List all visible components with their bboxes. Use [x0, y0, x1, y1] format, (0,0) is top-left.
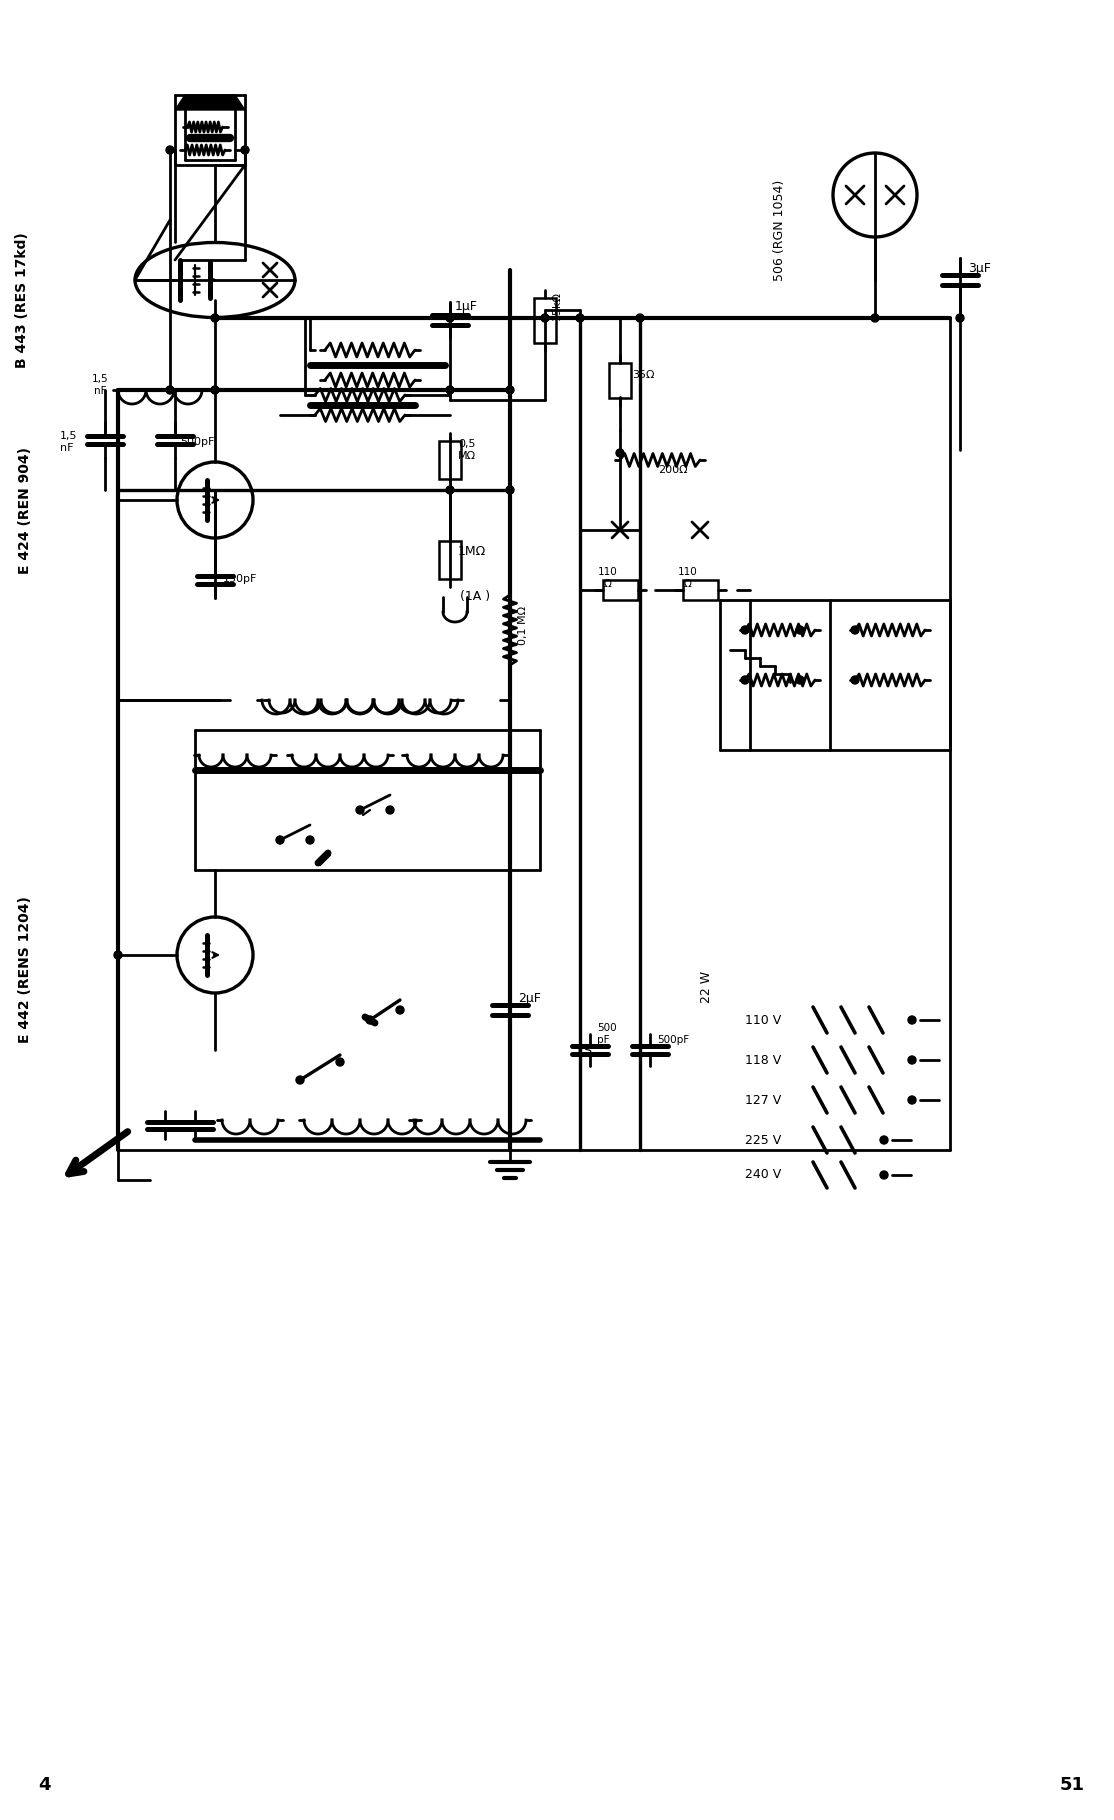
Text: 110
Ω: 110 Ω — [678, 568, 697, 590]
Circle shape — [741, 626, 749, 633]
Text: 1,5
nF: 1,5 nF — [60, 431, 78, 453]
Circle shape — [880, 1170, 888, 1179]
Circle shape — [336, 1057, 344, 1067]
Circle shape — [871, 315, 879, 322]
Circle shape — [851, 626, 859, 633]
Text: 35Ω: 35Ω — [632, 369, 655, 380]
Text: 3μF: 3μF — [968, 262, 990, 275]
Text: E 424 (REN 904): E 424 (REN 904) — [18, 446, 32, 573]
Circle shape — [851, 675, 859, 684]
Text: 150pF: 150pF — [223, 573, 257, 584]
Text: 225 V: 225 V — [745, 1134, 781, 1147]
Circle shape — [296, 1076, 304, 1085]
Text: 1μF: 1μF — [455, 300, 478, 313]
Circle shape — [956, 315, 964, 322]
Circle shape — [616, 450, 624, 457]
Circle shape — [446, 386, 455, 393]
Circle shape — [506, 486, 514, 493]
Text: 4: 4 — [38, 1776, 50, 1795]
Circle shape — [166, 386, 174, 393]
Circle shape — [908, 1056, 916, 1065]
Text: 15kΩ: 15kΩ — [553, 291, 561, 320]
Circle shape — [741, 675, 749, 684]
Circle shape — [880, 1136, 888, 1145]
Text: 2μF: 2μF — [518, 992, 541, 1005]
Text: B 443 (RES 17kd): B 443 (RES 17kd) — [14, 233, 29, 368]
Circle shape — [356, 806, 364, 814]
Circle shape — [797, 626, 804, 633]
Circle shape — [797, 675, 804, 684]
Text: 500pF: 500pF — [657, 1036, 690, 1045]
Bar — [439, 440, 461, 479]
Circle shape — [908, 1016, 916, 1025]
Circle shape — [636, 315, 644, 322]
Text: 0,1 MΩ: 0,1 MΩ — [518, 606, 528, 644]
Circle shape — [908, 1096, 916, 1105]
Bar — [534, 297, 556, 342]
Circle shape — [385, 806, 394, 814]
Text: 500pF: 500pF — [180, 437, 214, 448]
Text: 51: 51 — [1061, 1776, 1085, 1795]
Text: 1,5
nF: 1,5 nF — [91, 375, 108, 395]
Text: 118 V: 118 V — [745, 1054, 781, 1067]
Text: 506 (RGN 1054): 506 (RGN 1054) — [773, 180, 786, 280]
Circle shape — [114, 952, 123, 959]
Bar — [609, 362, 631, 397]
Text: 22 W: 22 W — [700, 970, 713, 1003]
Text: TS: TS — [575, 1045, 593, 1057]
Circle shape — [211, 315, 219, 322]
Circle shape — [576, 315, 584, 322]
Circle shape — [395, 1006, 404, 1014]
Text: 110 V: 110 V — [745, 1014, 781, 1026]
Text: (1A ): (1A ) — [460, 590, 490, 602]
Circle shape — [367, 1016, 374, 1025]
Circle shape — [306, 835, 314, 844]
Bar — [439, 541, 461, 579]
Text: 0,5
MΩ: 0,5 MΩ — [458, 439, 476, 460]
Text: 1MΩ: 1MΩ — [458, 544, 486, 559]
Text: 127 V: 127 V — [745, 1094, 781, 1107]
Circle shape — [541, 315, 549, 322]
Circle shape — [276, 835, 284, 844]
Circle shape — [166, 146, 174, 155]
Text: 200Ω: 200Ω — [658, 464, 687, 475]
Circle shape — [241, 146, 250, 155]
Circle shape — [506, 386, 514, 393]
Text: 500
pF: 500 pF — [597, 1023, 617, 1045]
Text: E 442 (RENS 1204): E 442 (RENS 1204) — [18, 897, 32, 1043]
Text: 110
Ω: 110 Ω — [598, 568, 618, 590]
Circle shape — [211, 386, 219, 393]
Bar — [683, 581, 717, 601]
Circle shape — [446, 486, 455, 493]
Text: 240 V: 240 V — [745, 1168, 781, 1181]
Bar — [603, 581, 637, 601]
Circle shape — [446, 315, 455, 322]
Polygon shape — [175, 95, 245, 109]
